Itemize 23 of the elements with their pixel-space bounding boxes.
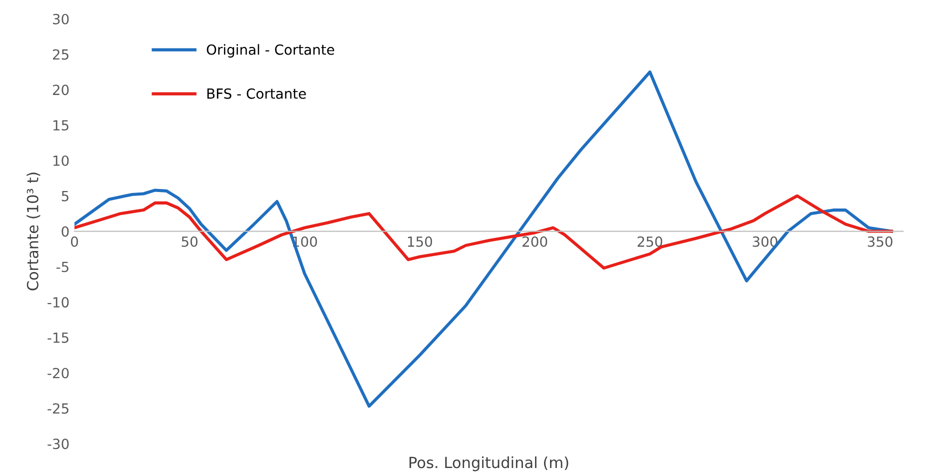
legend-label: BFS - Cortante [207, 88, 306, 99]
y-tick-label: -15 [48, 332, 68, 343]
legend-label: Original - Cortante [206, 44, 334, 58]
y-tick-label: -20 [48, 368, 69, 378]
y-tick-label: 0 [62, 226, 69, 237]
x-tick-label: 50 [182, 236, 198, 247]
x-axis-title: Pos. Longitudinal (m) [410, 456, 568, 472]
x-tick-label: 0 [70, 236, 78, 247]
x-tick-label: 200 [522, 236, 548, 247]
y-tick-label: 20 [52, 84, 69, 96]
y-tick-label: 15 [53, 120, 68, 131]
y-tick-label: 5 [62, 191, 68, 202]
y-axis-title: Cortante (10³ t) [26, 172, 40, 290]
y-tick-label: 30 [53, 14, 69, 24]
y-tick-label: -30 [48, 438, 69, 450]
y-tick-label: -5 [56, 262, 68, 272]
y-tick-label: -10 [48, 297, 69, 308]
y-tick-label: 25 [52, 49, 68, 60]
y-tick-label: 10 [53, 155, 69, 166]
y-tick-label: -25 [48, 403, 68, 414]
x-tick-label: 150 [408, 236, 432, 247]
x-tick-label: 350 [868, 236, 892, 247]
x-tick-label: 250 [638, 236, 662, 247]
